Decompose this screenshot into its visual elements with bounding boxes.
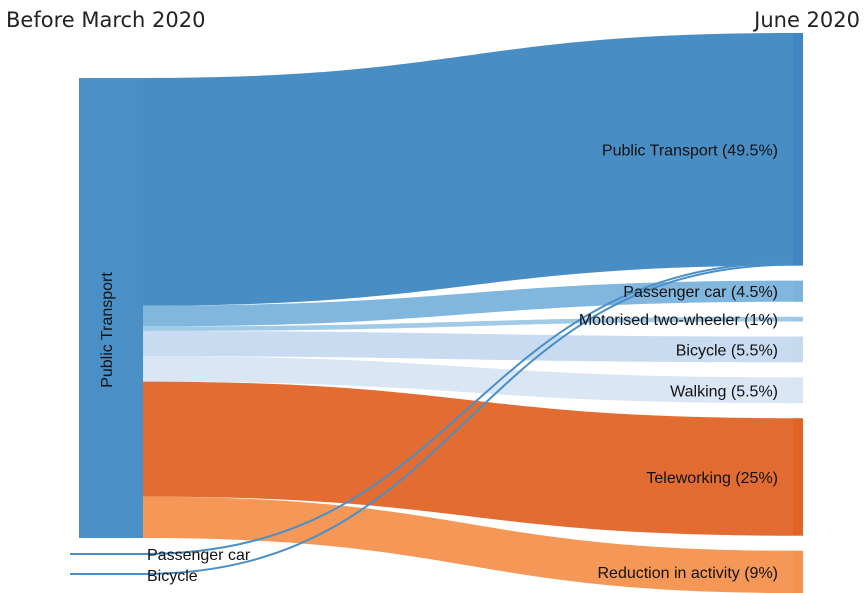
minor-link-0 — [142, 261, 794, 555]
target-label-5: Teleworking (25%) — [646, 470, 778, 487]
link-5 — [143, 381, 793, 536]
target-label-2: Motorised two-wheeler (1%) — [579, 312, 778, 329]
target-label-6: Reduction in activity (9%) — [597, 565, 778, 582]
sankey-links — [143, 33, 793, 593]
minor-source-links — [142, 261, 794, 575]
target-label-0: Public Transport (49.5%) — [602, 142, 778, 159]
target-labels: Public Transport (49.5%) Passenger car (4… — [579, 142, 778, 582]
source-label-public-transport: Public Transport — [99, 272, 116, 388]
target-node-2 — [793, 316, 803, 322]
left-header: Before March 2020 — [6, 8, 205, 32]
link-6 — [143, 496, 793, 593]
target-label-1: Passenger car (4.5%) — [623, 284, 778, 301]
link-3 — [143, 331, 793, 363]
right-header: June 2020 — [752, 8, 860, 32]
target-node-0 — [793, 33, 803, 266]
target-nodes — [793, 33, 803, 593]
minor-link-1 — [142, 263, 794, 575]
source-label-bicycle: Bicycle — [147, 568, 198, 585]
link-1 — [143, 280, 793, 327]
target-node-5 — [793, 418, 803, 536]
target-node-6 — [793, 550, 803, 593]
source-label-passenger-car: Passenger car — [147, 547, 251, 564]
source-node-public-transport — [79, 78, 143, 538]
link-0 — [143, 33, 793, 306]
link-4 — [143, 356, 793, 404]
target-node-1 — [793, 280, 803, 302]
target-label-3: Bicycle (5.5%) — [676, 342, 778, 359]
target-label-4: Walking (5.5%) — [670, 383, 778, 400]
target-node-3 — [793, 336, 803, 363]
target-node-4 — [793, 377, 803, 404]
link-2 — [143, 316, 793, 331]
